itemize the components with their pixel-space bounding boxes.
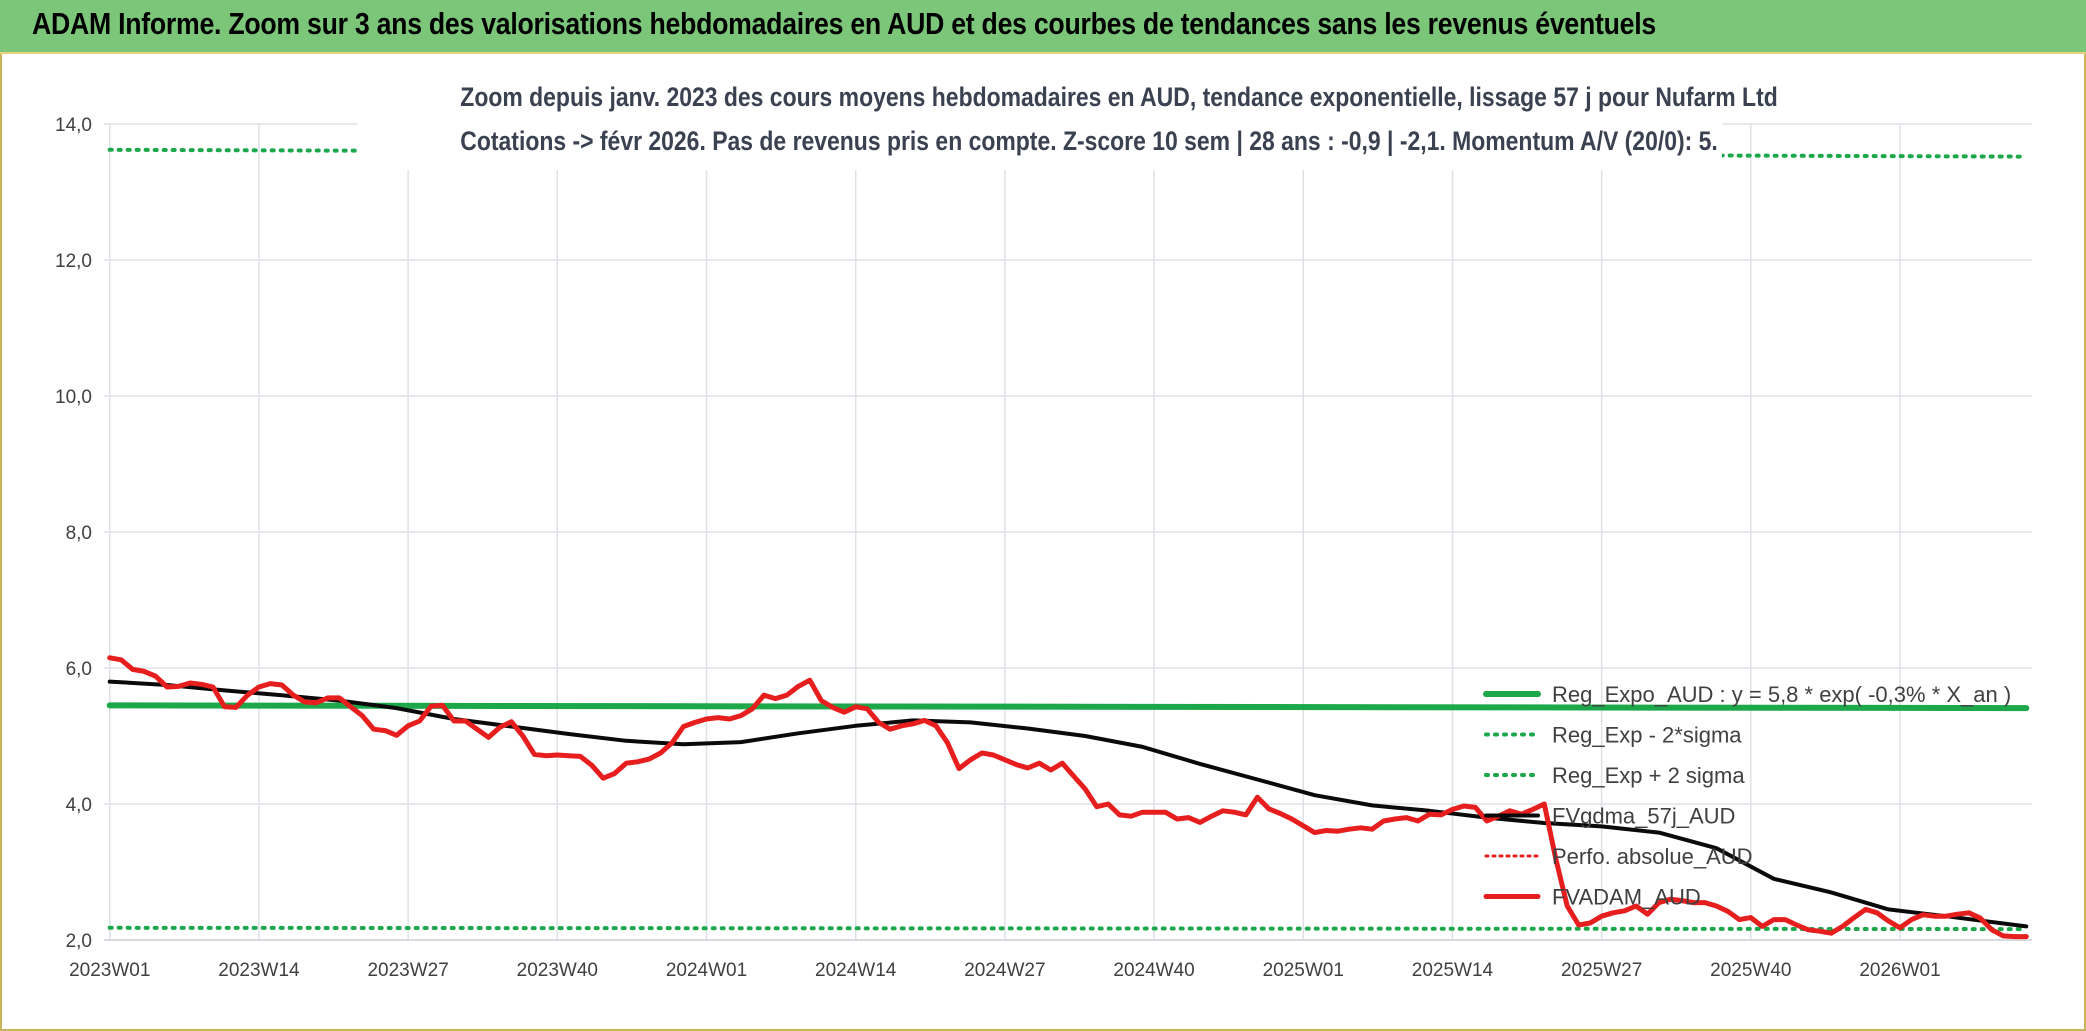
x-tick-label: 2026W01: [1859, 960, 1940, 981]
x-tick-label: 2023W01: [69, 960, 150, 981]
x-tick-label: 2024W14: [815, 960, 897, 981]
y-tick-label: 12,0: [55, 251, 92, 272]
report-title: ADAM Informe. Zoom sur 3 ans des valoris…: [32, 6, 1656, 41]
x-axis-ticks: 2023W01 2023W14 2023W27 2023W40 2024W01 2024W…: [69, 960, 1941, 981]
chart-title: Zoom depuis janv. 2023 des cours moyens …: [358, 78, 1778, 170]
series-line-6: [107, 655, 2029, 940]
legend-label: FVADAM_AUD: [1552, 885, 1701, 910]
y-tick-label: 2,0: [66, 931, 92, 952]
legend-label: Reg_Expo_AUD : y = 5,8 * exp( -0,3% * X_…: [1552, 682, 2011, 707]
x-tick-label: 2023W40: [517, 960, 598, 981]
x-tick-label: 2024W40: [1113, 960, 1194, 981]
y-axis-ticks: 2,0 4,0 6,0 8,0 10,0 12,0 14,0: [55, 115, 92, 952]
y-tick-label: 14,0: [55, 115, 92, 136]
x-tick-label: 2023W14: [218, 960, 300, 981]
x-tick-label: 2025W14: [1412, 960, 1494, 981]
chart-title-line-2: Cotations -> févr 2026. Pas de revenus p…: [460, 126, 1718, 156]
legend-label: Perfo. absolue_AUD: [1552, 844, 1753, 869]
x-tick-label: 2024W01: [666, 960, 747, 981]
chart-title-line-1: Zoom depuis janv. 2023 des cours moyens …: [460, 82, 1778, 112]
x-tick-label: 2025W01: [1263, 960, 1344, 981]
y-tick-label: 4,0: [66, 795, 92, 816]
legend-label: Reg_Exp + 2 sigma: [1552, 763, 1745, 788]
legend-label: FVgdma_57j_AUD: [1552, 804, 1735, 829]
y-tick-label: 8,0: [66, 523, 92, 544]
y-tick-label: 6,0: [66, 659, 92, 680]
series-line-2: [107, 925, 2029, 932]
legend: Reg_Expo_AUD : y = 5,8 * exp( -0,3% * X_…: [1483, 682, 2011, 910]
grid-layer: [104, 123, 2032, 941]
x-tick-label: 2023W27: [367, 960, 448, 981]
x-tick-label: 2025W27: [1561, 960, 1642, 981]
series-layer: [106, 147, 2030, 940]
y-tick-label: 10,0: [55, 387, 92, 408]
legend-label: Reg_Exp - 2*sigma: [1552, 723, 1742, 748]
x-tick-label: 2025W40: [1710, 960, 1791, 981]
report-header: ADAM Informe. Zoom sur 3 ans des valoris…: [0, 0, 2086, 54]
x-tick-label: 2024W27: [964, 960, 1045, 981]
